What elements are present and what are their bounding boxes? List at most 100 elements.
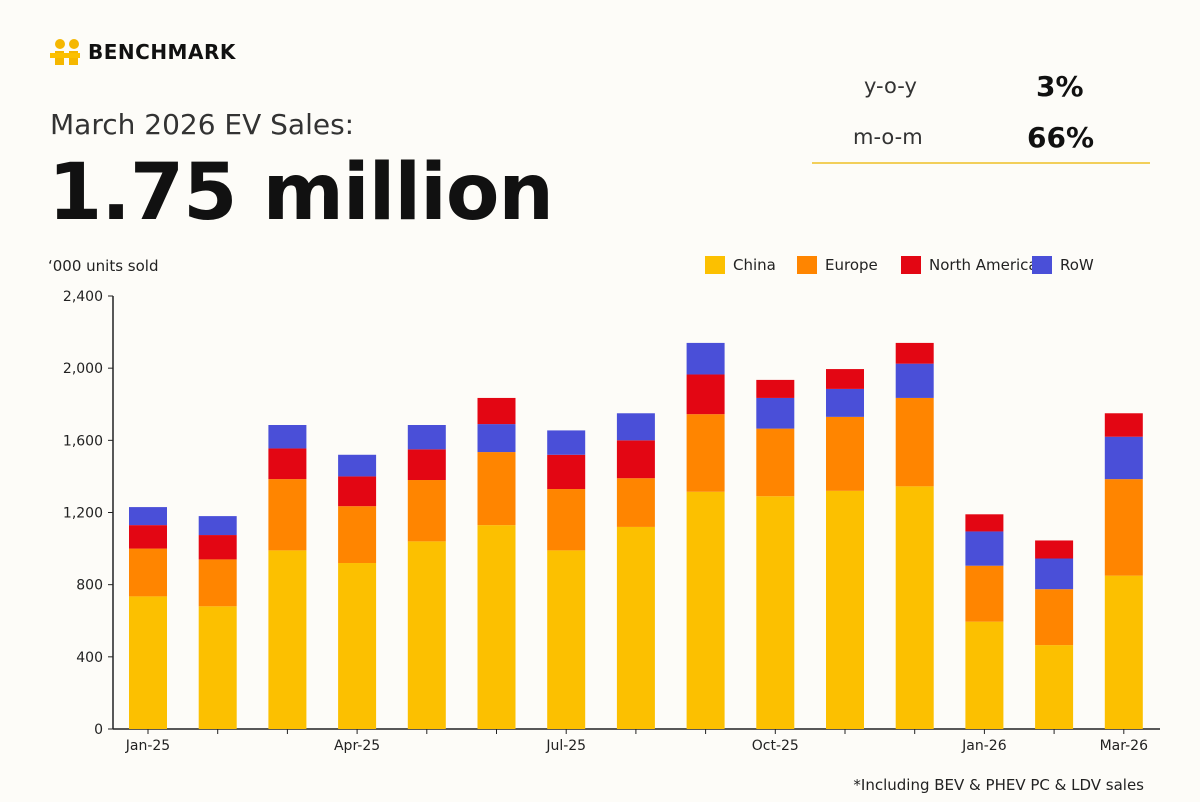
bar-stack-oct-25	[756, 379, 795, 729]
bar-europe	[756, 428, 795, 497]
legend-swatch-north-america	[901, 256, 921, 274]
bar-stack-dec-25	[895, 342, 934, 729]
bar-china	[547, 550, 586, 729]
bar-row	[1035, 558, 1074, 590]
bar-north-america	[1104, 413, 1143, 437]
bar-china	[268, 550, 307, 729]
subtitle: March 2026 EV Sales:	[50, 108, 355, 141]
bar-row	[826, 388, 864, 417]
y-tick-label: 400	[76, 650, 103, 666]
y-tick-label: 800	[76, 578, 103, 594]
bar-europe	[338, 506, 377, 564]
bar-north-america	[477, 397, 516, 425]
bar-stack-jun-25	[477, 397, 516, 729]
bar-europe	[268, 479, 307, 551]
bar-china	[756, 496, 795, 729]
headline: 1.75 million	[48, 148, 554, 238]
y-tick-label: 1,200	[63, 506, 103, 522]
bar-row	[965, 531, 1004, 566]
bar-north-america	[756, 379, 795, 398]
x-tick-label: Apr-25	[334, 738, 380, 754]
bar-china	[129, 596, 167, 729]
bar-row	[477, 424, 516, 453]
yoy-label: y-o-y	[864, 74, 917, 98]
bar-north-america	[407, 449, 446, 481]
mom-label: m-o-m	[853, 125, 923, 149]
bar-north-america	[129, 525, 167, 549]
y-tick-label: 2,000	[63, 361, 103, 377]
mom-value: 66%	[1027, 121, 1095, 154]
bar-stack-mar-26	[1104, 413, 1143, 729]
x-tick-label: Oct-25	[752, 738, 799, 754]
bar-europe	[895, 397, 934, 487]
legend-label: North America	[929, 256, 1038, 274]
bar-stack-mar-25	[268, 424, 307, 729]
bar-china	[965, 621, 1004, 729]
bar-europe	[686, 414, 725, 492]
bar-europe	[477, 452, 516, 526]
bar-row	[547, 430, 586, 455]
footnote: *Including BEV & PHEV PC & LDV sales	[853, 776, 1144, 794]
bar-stack-aug-25	[616, 413, 655, 729]
bar-europe	[198, 559, 237, 607]
bar-china	[1035, 645, 1074, 729]
bar-north-america	[686, 374, 725, 415]
bar-north-america	[895, 342, 934, 364]
benchmark-logo-icon	[50, 39, 80, 65]
y-axis-label: ‘000 units sold	[48, 257, 159, 275]
bar-north-america	[1035, 540, 1074, 559]
bar-north-america	[198, 535, 237, 560]
y-tick-label: 0	[94, 722, 103, 738]
legend-swatch-row	[1032, 256, 1052, 274]
bar-china	[407, 541, 446, 729]
bar-china	[198, 606, 237, 729]
bar-row	[686, 342, 725, 375]
y-tick-label: 1,600	[63, 433, 103, 449]
bar-china	[338, 563, 377, 729]
bar-china	[826, 490, 864, 729]
bar-row	[616, 413, 655, 441]
stats-divider	[812, 162, 1150, 164]
bar-europe	[965, 565, 1004, 622]
x-tick-label: Jul-25	[545, 738, 586, 754]
bar-europe	[826, 416, 864, 491]
bar-stack-may-25	[407, 424, 446, 729]
y-tick-label: 2,400	[63, 289, 103, 305]
legend-swatch-china	[705, 256, 725, 274]
legend-swatch-europe	[797, 256, 817, 274]
bar-north-america	[826, 369, 864, 389]
bar-europe	[407, 480, 446, 542]
yoy-value: 3%	[1036, 70, 1084, 103]
bar-europe	[547, 489, 586, 551]
brand-name: BENCHMARK	[88, 40, 236, 64]
bar-row	[407, 424, 446, 450]
bar-north-america	[268, 448, 307, 480]
bar-china	[895, 486, 934, 729]
legend-label: China	[733, 256, 776, 274]
bar-stack-nov-25	[826, 369, 864, 729]
bar-north-america	[547, 454, 586, 490]
bar-row	[895, 363, 934, 398]
legend-label: Europe	[825, 256, 878, 274]
bar-row	[338, 454, 377, 477]
bar-row	[268, 424, 307, 449]
bar-row	[1104, 436, 1143, 480]
bar-north-america	[338, 476, 377, 507]
bar-europe	[1035, 589, 1074, 646]
benchmark-logo: BENCHMARK	[50, 38, 236, 66]
bar-europe	[1104, 479, 1143, 576]
bar-stack-feb-26	[1035, 540, 1074, 729]
bar-stack-jul-25	[547, 430, 586, 729]
bar-row	[129, 507, 167, 526]
bar-stack-apr-25	[338, 454, 377, 729]
bar-europe	[129, 548, 167, 597]
bar-north-america	[965, 514, 1004, 532]
bar-row	[756, 397, 795, 429]
bar-stack-jan-26	[965, 514, 1004, 729]
bar-china	[616, 526, 655, 729]
legend-label: RoW	[1060, 256, 1094, 274]
bar-china	[477, 525, 516, 729]
bar-stack-feb-25	[198, 516, 237, 729]
bar-europe	[616, 478, 655, 527]
